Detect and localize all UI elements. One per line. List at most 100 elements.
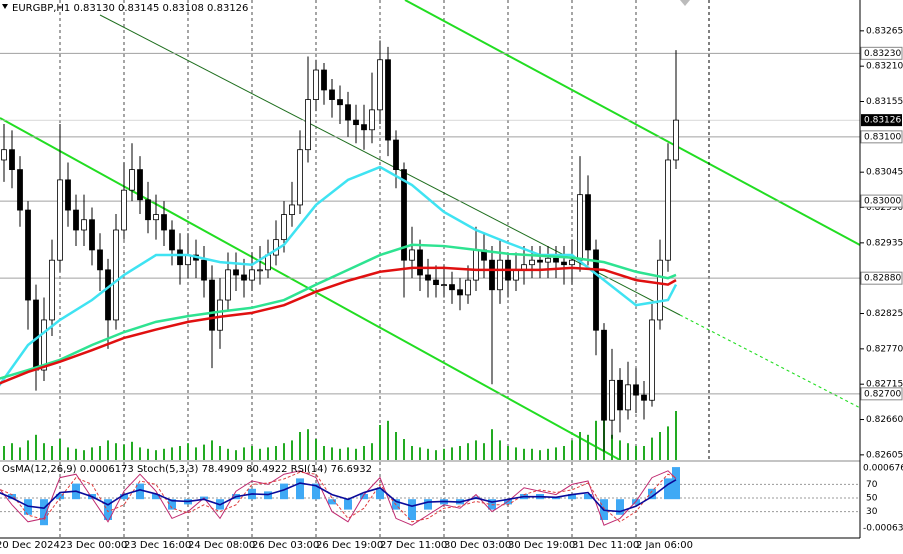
osma-min-label: -0.000631 xyxy=(863,524,903,534)
candle-body xyxy=(177,249,183,266)
candle-body xyxy=(561,261,567,266)
candle-body xyxy=(433,279,439,286)
candle-body xyxy=(137,169,143,201)
osma-bar xyxy=(296,478,304,500)
candle-body xyxy=(441,284,447,287)
last-price-label: 0.83126 xyxy=(864,116,901,126)
y-tick-label: 0.82715 xyxy=(866,380,903,390)
osma-max-label: 0.0006768 xyxy=(863,464,903,474)
candle-body xyxy=(73,209,79,231)
candle-body xyxy=(129,169,135,191)
oscillator-line xyxy=(0,470,677,526)
osma-bar xyxy=(168,499,176,510)
osma-bar xyxy=(120,493,128,500)
osma-bar xyxy=(568,493,576,500)
y-tick-label: 0.83045 xyxy=(866,168,903,178)
osma-bar xyxy=(344,499,352,510)
y-tick-label: 0.82605 xyxy=(866,450,903,460)
candle-body xyxy=(249,269,255,281)
candle-body xyxy=(593,249,599,331)
candle-body xyxy=(473,249,479,281)
y-tick-label: 0.83210 xyxy=(866,62,903,72)
x-tick-label: 26 Dec 19:00 xyxy=(316,540,383,551)
x-tick-label: 27 Dec 11:00 xyxy=(380,540,447,551)
candle-body xyxy=(449,284,455,291)
x-tick-label: 31 Dec 11:00 xyxy=(572,540,639,551)
moving-average xyxy=(0,243,677,380)
candle-body xyxy=(497,259,503,291)
x-tick-label: 30 Dec 03:00 xyxy=(444,540,511,551)
candle-body xyxy=(97,249,103,271)
candle-body xyxy=(105,269,111,321)
osma-bar xyxy=(376,488,384,500)
candle-body xyxy=(513,269,519,281)
candle-body xyxy=(641,394,647,401)
osma-bar xyxy=(664,478,672,500)
trend-line xyxy=(0,117,621,460)
candle-body xyxy=(529,259,535,266)
osc-level-label: 30 xyxy=(866,507,878,517)
candle-body xyxy=(257,269,263,272)
osma-bar xyxy=(152,493,160,500)
osma-bar xyxy=(56,493,64,500)
candle-body xyxy=(225,269,231,301)
candle-body xyxy=(49,259,55,321)
candle-body xyxy=(17,169,23,211)
candle-body xyxy=(345,104,351,121)
y-tick-label: 0.82770 xyxy=(866,344,903,354)
shift-marker xyxy=(680,0,690,6)
level-label-box xyxy=(860,46,903,60)
x-tick-label: 23 Dec 16:00 xyxy=(124,540,191,551)
candle-body xyxy=(89,219,95,251)
candle-body xyxy=(417,249,423,276)
candle-body xyxy=(665,159,671,261)
oscillator-line xyxy=(0,479,677,513)
osma-bar xyxy=(424,499,432,510)
candle-body xyxy=(313,69,319,100)
x-tick-label: 20 Dec 2024 xyxy=(0,540,60,551)
candle-body xyxy=(9,149,15,171)
candle-body xyxy=(65,179,71,211)
indicator-label: OsMA(12,26,9) 0.0006173 Stoch(5,3,3) 78.… xyxy=(2,464,372,475)
candle-body xyxy=(353,119,359,126)
osma-bar xyxy=(408,499,416,520)
y-tick-label: 0.82990 xyxy=(866,203,903,213)
candle-body xyxy=(657,259,663,321)
candle-body xyxy=(577,194,583,261)
moving-average xyxy=(0,266,677,385)
oscillator-line xyxy=(0,471,677,523)
osma-bar xyxy=(584,493,592,500)
candle-body xyxy=(633,384,639,396)
candle-body xyxy=(321,69,327,91)
candle-body xyxy=(649,319,655,401)
candle-body xyxy=(81,219,87,231)
x-tick-label: 2 Jan 06:00 xyxy=(636,540,693,551)
osma-bar xyxy=(40,499,48,526)
candle-body xyxy=(489,259,495,291)
candle-body xyxy=(377,59,383,111)
candle-body xyxy=(585,194,591,251)
x-tick-label: 30 Dec 19:00 xyxy=(508,540,575,551)
candle-body xyxy=(393,139,399,171)
candle-body xyxy=(305,99,311,151)
y-tick-label: 0.82825 xyxy=(866,309,903,319)
indicator-pane xyxy=(0,467,860,526)
osma-bar xyxy=(136,483,144,500)
candle-body xyxy=(673,119,679,161)
y-tick-label: 0.83265 xyxy=(866,26,903,36)
candle-body xyxy=(281,214,287,241)
osc-level-label: 50 xyxy=(866,494,878,504)
candle-body xyxy=(1,149,7,161)
candle-body xyxy=(121,189,127,231)
osma-bar xyxy=(328,499,336,505)
candle-body xyxy=(625,384,631,411)
candle-body xyxy=(569,259,575,266)
level-label-box xyxy=(860,387,903,401)
osma-bar xyxy=(280,483,288,500)
candle-body xyxy=(617,379,623,411)
osma-bar xyxy=(648,488,656,500)
candle-body xyxy=(289,204,295,215)
candle-body xyxy=(425,274,431,281)
